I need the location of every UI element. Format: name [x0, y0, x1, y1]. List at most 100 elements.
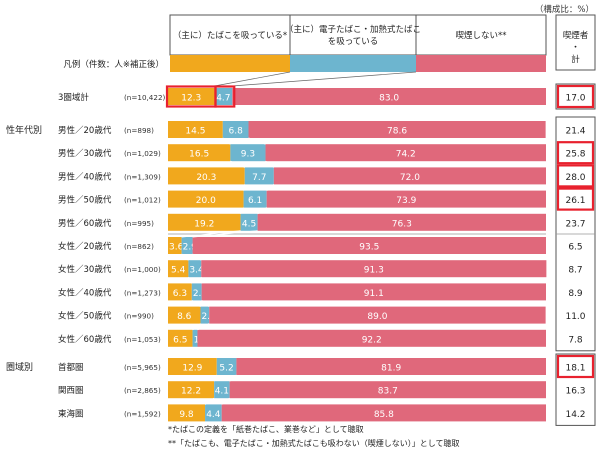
segment-connector [248, 137, 266, 145]
total-column-frame [555, 83, 596, 110]
row-n-label: (n=1,029) [124, 149, 161, 158]
legend-total-1: 喫煙者 [563, 30, 589, 41]
row-label: 東海圏 [58, 408, 84, 419]
bar-value-label: 12.3 [181, 94, 201, 104]
legend-label-nonsmoke: 喫煙しない** [455, 30, 506, 41]
bar-value-label: 6.3 [173, 289, 187, 299]
bar-value-label: 3.6 [169, 243, 184, 253]
bar-value-label: 83.7 [378, 387, 398, 397]
bar-segment-tobacco [168, 237, 182, 254]
bar-group: 圏域別 首都圏 (n=5,965) 12.9 5.2 81.9 18.1 関西圏 (n=2,86… [6, 353, 596, 426]
bar-row: 男性／50歳代 (n=1,012) 20.0 6.1 73.9 26.1 [58, 184, 595, 211]
row-label: 男性／30歳代 [58, 148, 112, 159]
footnote-1: *たばこの定義を「紙巻たばこ、業巻など」として聴取 [168, 424, 364, 434]
bar-segment-nonsmoke [257, 213, 546, 231]
row-label: 女性／30歳代 [58, 264, 112, 275]
bar-value-label: 8.6 [177, 312, 192, 322]
bar-value-label: 89.0 [367, 312, 387, 322]
row-label: 男性／20歳代 [58, 125, 112, 136]
segment-connector [257, 207, 267, 215]
bar-value-label: 91.1 [364, 289, 384, 299]
bar-value-label: 4.5 [242, 219, 256, 229]
bar-value-label: 9.3 [241, 150, 255, 160]
bar-value-label: 7.7 [252, 173, 266, 183]
row-n-label: (n=1,053) [124, 335, 161, 344]
bar-segment-etobacco [216, 358, 237, 375]
segment-connector [191, 299, 201, 308]
highlight-box-total [556, 354, 595, 379]
bar-segment-etobacco [230, 144, 266, 162]
total-value: 17.0 [565, 94, 585, 104]
bar-segment-nonsmoke [265, 144, 546, 162]
bar-segment-tobacco [168, 121, 223, 138]
legend-total-3: 計 [571, 54, 580, 65]
highlight-box-total [556, 141, 595, 165]
row-label: 女性／40歳代 [58, 287, 112, 298]
bar-row: 女性／50歳代 (n=990) 8.6 2.3 89.0 11.0 [58, 299, 586, 324]
bar-value-label: 92.2 [362, 335, 382, 345]
total-value: 8.7 [568, 266, 582, 276]
bar-segment-etobacco [244, 167, 274, 185]
bar-segment-tobacco [168, 381, 215, 399]
bar-group: 3圏域計 (n=10,422) 12.3 4.7 83.0 17.0 [58, 83, 596, 110]
total-value: 18.1 [565, 364, 585, 374]
group-label: 性年代別 [6, 124, 42, 136]
legend-label-tobacco: （主に）たばこを吸っている* [173, 30, 287, 41]
bar-segment-nonsmoke [229, 381, 546, 399]
bar-value-label: 12.9 [182, 364, 202, 374]
bar-row: 男性／30歳代 (n=1,029) 16.5 9.3 74.2 25.8 [58, 137, 595, 165]
row-label: 男性／60歳代 [58, 218, 112, 229]
bar-value-label: 4.4 [206, 410, 221, 420]
bar-value-label: 81.9 [381, 364, 401, 374]
bar-value-label: 5.2 [219, 364, 233, 374]
total-value: 8.9 [568, 289, 583, 299]
segment-connector [204, 397, 215, 405]
legend-box-tobacco [169, 14, 291, 56]
segment-connector [181, 230, 241, 238]
bar-segment-tobacco [168, 144, 231, 162]
row-label: 女性／60歳代 [58, 334, 112, 345]
bar-row: 男性／40歳代 (n=1,309) 20.3 7.7 72.0 28.0 [58, 160, 595, 188]
total-value: 25.8 [565, 150, 585, 160]
bar-group: 性年代別 男性／20歳代 (n=898) 14.5 6.8 78.6 21.4男性／30歳代… [6, 116, 596, 352]
bar-segment-etobacco [188, 260, 202, 278]
row-label: 関西圏 [58, 386, 84, 396]
bar-row: 女性／20歳代 (n=862) 3.6 2.9 93.5 6.5 [58, 230, 583, 254]
group-label: 圏域別 [6, 361, 33, 373]
row-label: 首都圏 [58, 362, 84, 373]
row-n-label: (n=5,965) [124, 363, 161, 372]
row-label: 男性／40歳代 [58, 171, 112, 182]
bar-value-label: 4.7 [216, 94, 230, 104]
bar-segment-tobacco [168, 167, 245, 185]
chart-body: 3圏域計 (n=10,422) 12.3 4.7 83.0 17.0 性年代別 男性／20歳代… [6, 71, 596, 426]
bar-value-label: 14.5 [185, 127, 205, 137]
legend-box-etobacco [289, 14, 417, 56]
bar-value-label: 16.5 [189, 150, 209, 160]
bar-segment-nonsmoke [248, 121, 546, 138]
bar-row: 女性／30歳代 (n=1,000) 5.4 3.4 91.3 8.7 [58, 253, 583, 278]
row-label: 男性／50歳代 [58, 195, 112, 206]
bar-segment-nonsmoke [197, 329, 546, 347]
bar-segment-etobacco [243, 190, 267, 208]
bar-value-label: 4.1 [215, 387, 229, 397]
bar-row: 3圏域計 (n=10,422) 12.3 4.7 83.0 17.0 [58, 84, 595, 109]
legend-swatch-etobacco [290, 55, 416, 72]
legend-total-2: ・ [571, 43, 580, 53]
bar-segment-tobacco [168, 260, 189, 278]
row-n-label: (n=1,592) [124, 409, 161, 418]
bar-value-label: 20.3 [196, 173, 216, 183]
legend-box-nonsmoke [415, 14, 547, 56]
segment-connector [240, 207, 245, 215]
segment-connector [192, 230, 258, 238]
bar-row: 女性／60歳代(n=1,053)6.51.392.27.8 [58, 323, 583, 347]
bar-row: 男性／60歳代 (n=995) 19.2 4.5 76.3 23.7 [58, 207, 586, 231]
bar-segment-tobacco [168, 88, 215, 105]
highlight-box-total [556, 84, 595, 109]
row-n-label: (n=862) [124, 242, 154, 251]
segment-connector [197, 323, 210, 331]
bar-segment-etobacco [214, 88, 233, 105]
bar-row: 女性／40歳代 (n=1,273) 6.3 2.6 91.1 8.9 [58, 276, 583, 301]
bar-segment-tobacco [168, 329, 193, 347]
total-value: 21.4 [565, 127, 585, 137]
